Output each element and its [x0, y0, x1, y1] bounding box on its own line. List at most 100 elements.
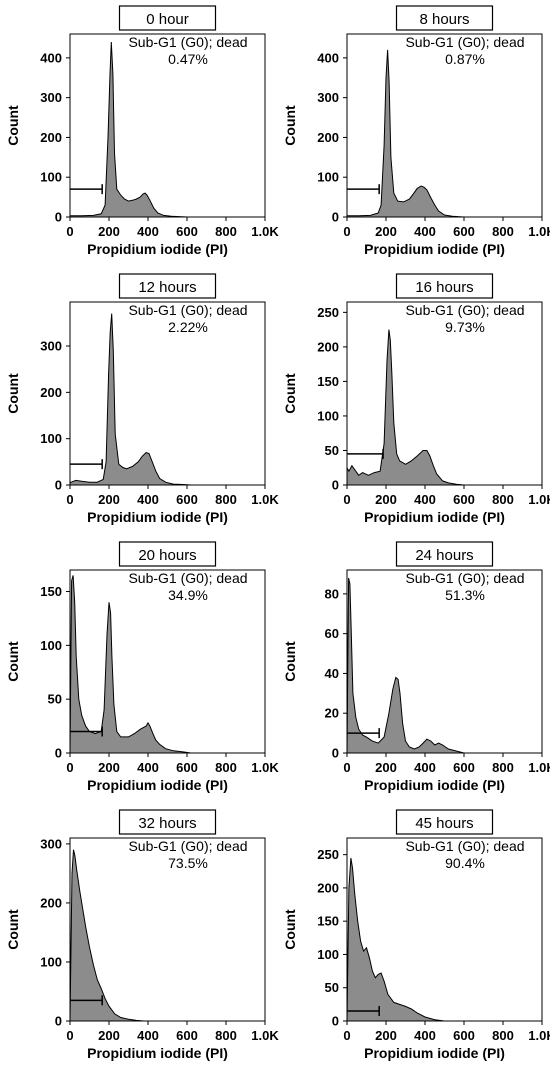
y-tick-label: 100: [40, 431, 62, 446]
panel-title: 12 hours: [138, 279, 196, 296]
x-tick-label: 0: [66, 760, 73, 775]
x-tick-label: 1.0K: [528, 760, 550, 775]
x-tick-label: 0: [66, 224, 73, 239]
gate-percentage: 51.3%: [445, 587, 485, 603]
y-tick-label: 50: [48, 692, 62, 707]
x-tick-label: 0: [66, 492, 73, 507]
gate-label: Sub-G1 (G0); dead: [128, 570, 247, 586]
gate-percentage: 73.5%: [168, 855, 208, 871]
x-axis-label: Propidium iodide (PI): [87, 509, 228, 525]
x-axis-label: Propidium iodide (PI): [87, 777, 228, 793]
histogram-area: [69, 575, 191, 754]
histogram-area: [346, 49, 465, 218]
x-axis-label: Propidium iodide (PI): [364, 509, 505, 525]
y-axis-label: Count: [5, 373, 21, 414]
y-axis-label: Count: [282, 641, 298, 682]
gate-percentage: 34.9%: [168, 587, 208, 603]
y-axis-label: Count: [5, 909, 21, 950]
y-axis-label: Count: [282, 373, 298, 414]
plot-frame: [69, 837, 266, 1022]
x-axis-label: Propidium iodide (PI): [87, 1045, 228, 1061]
x-tick-label: 1.0K: [251, 760, 279, 775]
x-tick-label: 200: [375, 760, 397, 775]
x-tick-label: 0: [343, 224, 350, 239]
panel-title-box: [118, 273, 217, 299]
y-tick-label: 100: [317, 170, 339, 185]
y-tick-label: 0: [332, 210, 339, 225]
y-tick-label: 250: [317, 305, 339, 320]
y-tick-label: 0: [332, 746, 339, 761]
x-axis-label: Propidium iodide (PI): [87, 241, 228, 257]
x-tick-label: 200: [98, 492, 120, 507]
y-tick-label: 300: [40, 90, 62, 105]
x-tick-label: 0: [343, 760, 350, 775]
x-tick-label: 1.0K: [251, 224, 279, 239]
gate-label: Sub-G1 (G0); dead: [405, 838, 524, 854]
y-axis-label: Count: [282, 105, 298, 146]
y-tick-label: 200: [40, 385, 62, 400]
histogram-area: [346, 329, 465, 486]
x-axis-label: Propidium iodide (PI): [364, 241, 505, 257]
gate-percentage: 2.22%: [168, 319, 208, 335]
y-tick-label: 200: [317, 130, 339, 145]
x-tick-label: 1.0K: [528, 224, 550, 239]
y-tick-label: 0: [332, 478, 339, 493]
gate-percentage: 0.47%: [168, 51, 208, 67]
x-tick-label: 800: [492, 492, 514, 507]
gate-label: Sub-G1 (G0); dead: [405, 302, 524, 318]
x-tick-label: 800: [215, 492, 237, 507]
panel-title: 16 hours: [415, 279, 473, 296]
y-tick-label: 100: [317, 408, 339, 423]
x-tick-label: 600: [176, 760, 198, 775]
y-tick-label: 0: [55, 1014, 62, 1029]
x-tick-label: 600: [453, 760, 475, 775]
y-tick-label: 300: [40, 339, 62, 354]
y-tick-label: 100: [40, 170, 62, 185]
panel-title: 24 hours: [415, 547, 473, 564]
y-tick-label: 150: [317, 914, 339, 929]
x-axis-label: Propidium iodide (PI): [364, 1045, 505, 1061]
gate-label: Sub-G1 (G0); dead: [128, 302, 247, 318]
panel-title-box: [395, 273, 494, 299]
histogram-area: [69, 313, 191, 486]
y-tick-label: 50: [325, 443, 339, 458]
x-tick-label: 600: [453, 492, 475, 507]
x-tick-label: 600: [176, 224, 198, 239]
x-tick-label: 0: [343, 492, 350, 507]
histogram-area: [346, 577, 465, 754]
y-tick-label: 0: [55, 478, 62, 493]
y-tick-label: 150: [40, 584, 62, 599]
panel-title-box: [395, 5, 494, 31]
panel-title-box: [395, 809, 494, 835]
y-tick-label: 200: [317, 339, 339, 354]
histogram-area: [69, 41, 188, 218]
x-tick-label: 400: [137, 492, 159, 507]
x-tick-label: 400: [414, 224, 436, 239]
panel-title-box: [118, 809, 217, 835]
histogram-area: [346, 857, 445, 1022]
x-tick-label: 0: [343, 1028, 350, 1043]
x-axis-label: Propidium iodide (PI): [364, 777, 505, 793]
y-tick-label: 20: [325, 706, 339, 721]
x-tick-label: 400: [414, 760, 436, 775]
y-tick-label: 100: [40, 638, 62, 653]
y-axis-label: Count: [5, 105, 21, 146]
y-tick-label: 60: [325, 626, 339, 641]
gate-percentage: 90.4%: [445, 855, 485, 871]
y-tick-label: 250: [317, 847, 339, 862]
x-tick-label: 200: [375, 224, 397, 239]
x-tick-label: 400: [414, 492, 436, 507]
x-tick-label: 400: [137, 760, 159, 775]
y-tick-label: 50: [325, 980, 339, 995]
y-axis-label: Count: [5, 641, 21, 682]
gate-label: Sub-G1 (G0); dead: [405, 34, 524, 50]
y-tick-label: 0: [55, 210, 62, 225]
